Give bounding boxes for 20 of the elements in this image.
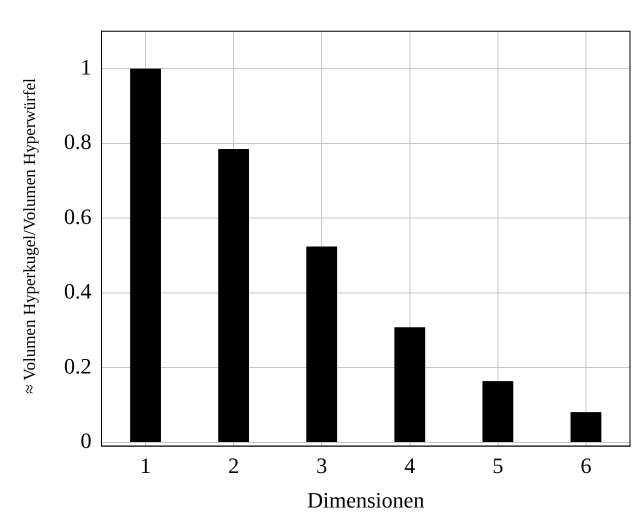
bar bbox=[482, 381, 514, 442]
y-tick-label: 0.4 bbox=[64, 278, 92, 304]
bar bbox=[218, 148, 250, 442]
y-tick-label: 0 bbox=[80, 428, 92, 454]
x-tick-label: 4 bbox=[404, 453, 416, 478]
bar bbox=[394, 327, 426, 442]
y-tick-label: 0.2 bbox=[64, 353, 92, 378]
bar bbox=[306, 246, 338, 442]
y-tick-label: 1 bbox=[80, 54, 92, 80]
bar bbox=[570, 412, 602, 442]
bar bbox=[130, 68, 161, 442]
x-tick-label: 2 bbox=[228, 453, 240, 478]
y-axis-title: ≈ Volumen Hyperkugel/Volumen Hyperwürfel bbox=[20, 78, 40, 394]
x-tick-label: 5 bbox=[492, 453, 504, 478]
x-tick-label: 1 bbox=[140, 453, 152, 478]
x-axis-title: Dimensionen bbox=[307, 488, 424, 513]
x-tick-label: 3 bbox=[316, 453, 328, 478]
y-tick-label: 0.8 bbox=[64, 129, 92, 154]
y-tick-label: 0.6 bbox=[64, 204, 92, 229]
x-tick-label: 6 bbox=[580, 453, 592, 478]
